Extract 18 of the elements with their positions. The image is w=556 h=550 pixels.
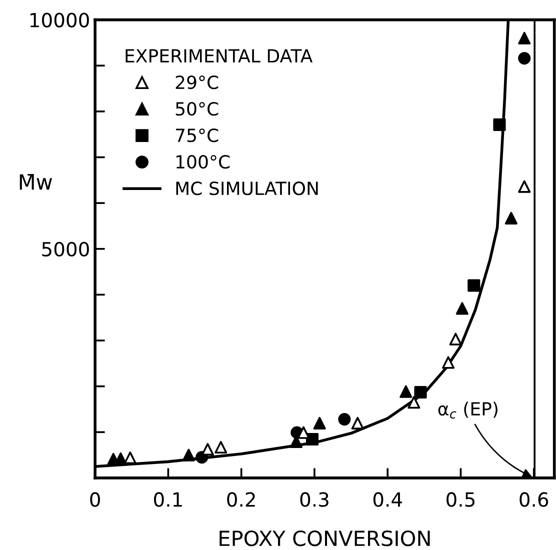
legend-label: 29°C [176, 76, 218, 90]
x-tick-label: 0.1 [154, 492, 182, 507]
ref-line-label: α$_{c}$ (EP) [438, 402, 498, 419]
x-tick-label: 0.6 [520, 492, 548, 507]
legend-label: MC SIMULATION [176, 182, 318, 196]
x-axis-title: EPOXY CONVERSION [220, 530, 430, 546]
y-tick-label: 5000 [42, 242, 89, 257]
x-tick-label: 0 [90, 492, 100, 507]
x-tick-label: 0.5 [446, 492, 474, 507]
y-tick-label: 10000 [30, 12, 89, 28]
x-tick-label: 0.3 [300, 492, 328, 507]
legend-label: 50°C [176, 102, 218, 116]
legend-label: 100°C [176, 155, 230, 169]
legend-title: EXPERIMENTAL DATA [126, 49, 313, 62]
x-tick-label: 0.2 [227, 492, 255, 507]
x-tick-label: 0.4 [373, 492, 402, 507]
y-axis-title: M̄w [20, 174, 52, 190]
legend-label: 75°C [176, 128, 218, 142]
